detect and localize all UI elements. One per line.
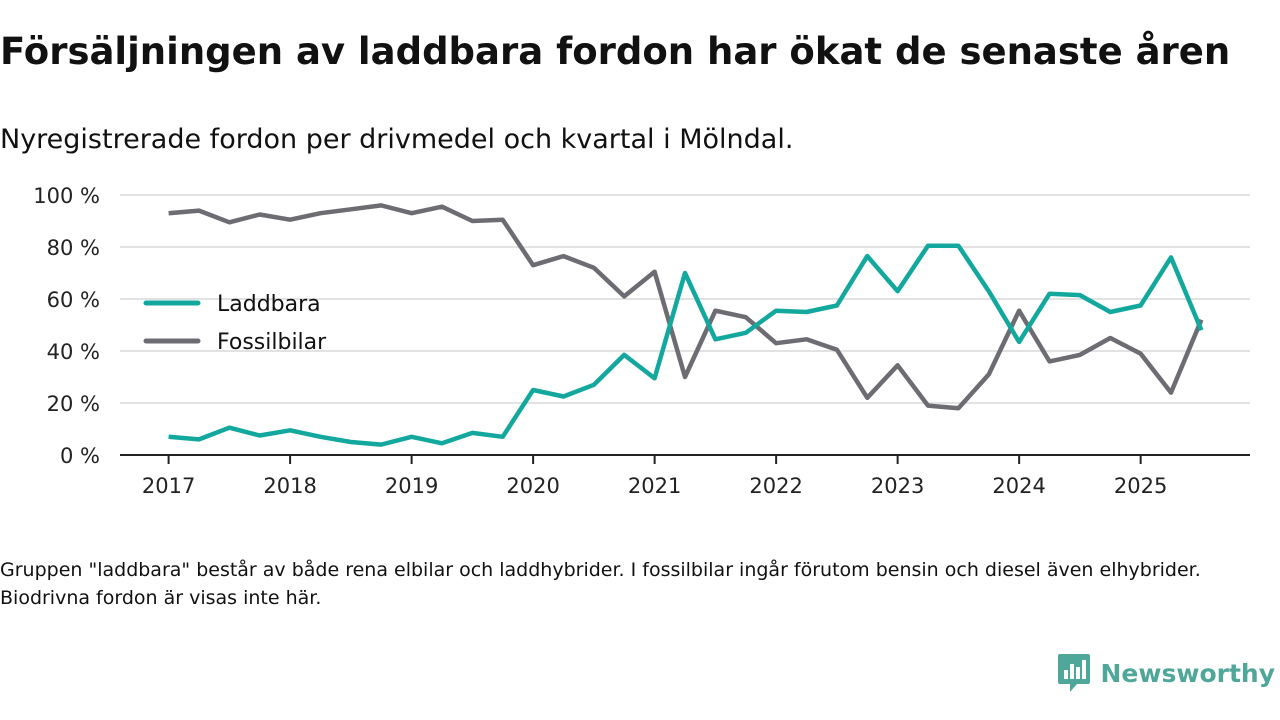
y-tick-label: 40 %	[47, 340, 100, 364]
x-tick-label: 2018	[263, 474, 316, 498]
chart-subtitle: Nyregistrerade fordon per drivmedel och …	[0, 124, 794, 155]
x-tick-label: 2023	[871, 474, 924, 498]
x-tick-label: 2024	[992, 474, 1045, 498]
y-axis-ticks: 0 % 20 % 40 % 60 % 80 % 100 %	[33, 184, 100, 468]
y-tick-label: 100 %	[33, 184, 100, 208]
chart-title: Försäljningen av laddbara fordon har öka…	[0, 30, 1231, 73]
x-tick-label: 2022	[749, 474, 802, 498]
footnote: Gruppen "laddbara" består av både rena e…	[0, 559, 1201, 609]
legend-label-laddbara: Laddbara	[217, 292, 321, 317]
x-tick-label: 2019	[385, 474, 438, 498]
y-tick-label: 20 %	[47, 392, 100, 416]
x-tick-label: 2025	[1114, 474, 1167, 498]
x-tick-label: 2017	[142, 474, 195, 498]
y-tick-label: 80 %	[47, 236, 100, 260]
x-tick-label: 2020	[506, 474, 559, 498]
newsworthy-logo: Newsworthy	[1057, 652, 1276, 694]
legend-label-fossilbilar: Fossilbilar	[217, 330, 327, 355]
x-tick-label: 2021	[628, 474, 681, 498]
newsworthy-logo-icon	[1057, 654, 1090, 692]
x-axis-ticks: 2017 2018 2019 2020 2021 2022 2023 2024 2025	[142, 455, 1167, 498]
y-tick-label: 0 %	[60, 444, 100, 468]
series-line-fossilbilar	[168, 203, 1204, 411]
legend: Laddbara Fossilbilar	[143, 292, 327, 355]
series-line-laddbara	[168, 243, 1204, 447]
brand-name: Newsworthy	[1100, 658, 1276, 688]
line-chart: 0 % 20 % 40 % 60 % 80 % 100 % 2017 2018 2019 202…	[33, 184, 1250, 498]
gridlines	[120, 194, 1250, 456]
series-lines	[168, 203, 1204, 447]
y-tick-label: 60 %	[47, 288, 100, 312]
